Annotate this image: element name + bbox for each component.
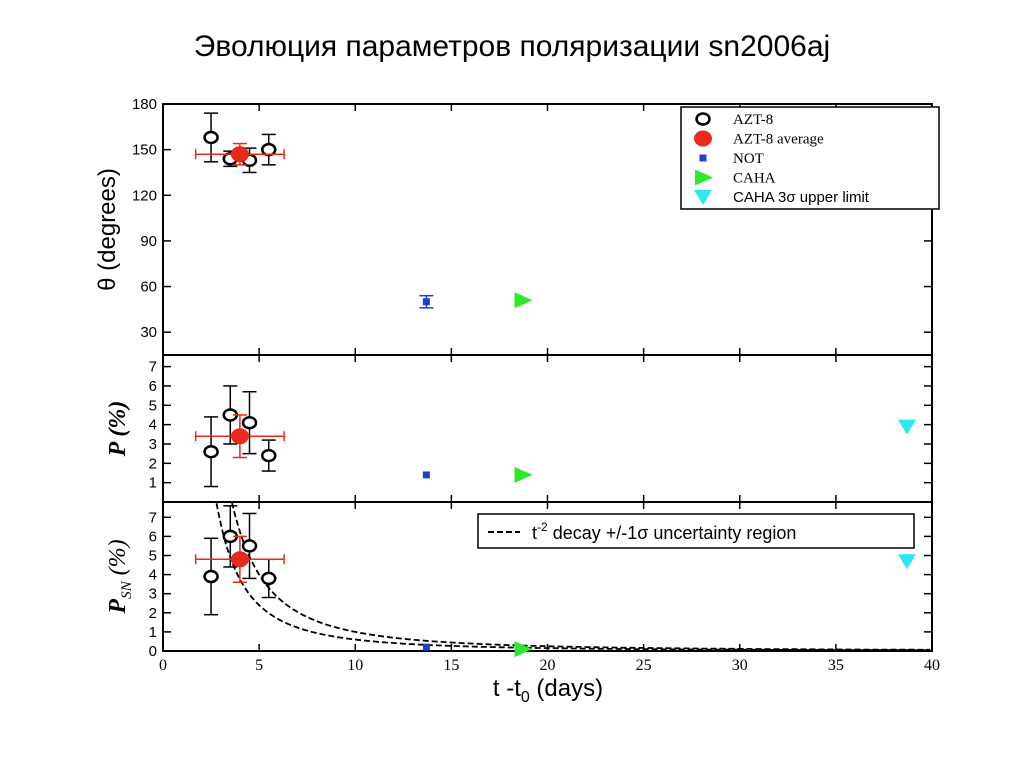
y-tick-label: 60	[140, 279, 157, 296]
legend: AZT-8 AZT-8 average NOT CAHA CAHA 3σ upper l…	[680, 106, 940, 210]
series-azt-8-average	[194, 535, 285, 583]
y-tick-label: 5	[149, 397, 157, 414]
y-tick-label: 2	[149, 455, 157, 472]
y-tick-label: 4	[149, 567, 157, 584]
data-point	[514, 466, 533, 483]
y-label-main: P	[105, 599, 131, 615]
legend-label: t-2 decay +/-1σ uncertainty region	[532, 520, 796, 543]
legend-marker	[695, 169, 713, 186]
y-tick-label: 1	[149, 624, 157, 641]
x-tick-label: 20	[540, 657, 556, 674]
panel-p: 1 2 3 4 5 6 7 P (%)	[105, 354, 933, 503]
data-point	[422, 471, 430, 479]
y-tick-label: 0	[149, 643, 157, 660]
legend-marker	[695, 112, 711, 126]
y-axis-label: θ (degrees)	[94, 168, 121, 291]
series-caha-3-upper-limit	[898, 419, 917, 435]
legend-label: CAHA 3σ upper limit	[733, 189, 870, 206]
decay-curve	[230, 502, 931, 651]
data-point	[203, 130, 219, 145]
series-not	[419, 294, 434, 309]
data-point	[422, 298, 430, 306]
y-tick-label: 6	[149, 528, 157, 545]
y-tick-label: 5	[149, 547, 157, 564]
data-point	[514, 641, 533, 658]
data-point	[422, 643, 430, 651]
legend-label-rest: decay +/-1σ uncertainty region	[548, 523, 797, 543]
legend: t-2 decay +/-1σ uncertainty region	[477, 513, 915, 549]
series-caha	[514, 466, 533, 483]
legend-marker	[694, 130, 712, 147]
y-tick-label: 120	[132, 187, 157, 204]
series-not	[422, 471, 430, 479]
slide-title: Эволюция параметров поляризации sn2006aj	[193, 30, 831, 63]
x-tick-label: 10	[347, 657, 363, 674]
legend-box	[680, 106, 940, 210]
x-tick-label: 35	[828, 657, 844, 674]
series-caha-3-upper-limit	[898, 554, 917, 570]
series-azt-8-average	[194, 414, 285, 459]
series-caha	[514, 292, 533, 309]
panel-frame	[162, 354, 933, 503]
y-label-sub: SN	[119, 580, 135, 599]
y-axis-label: P (%)	[105, 401, 131, 458]
y-tick-label: 150	[132, 142, 157, 159]
y-tick-label: 30	[140, 324, 157, 341]
legend-box	[477, 513, 915, 549]
legend-label: CAHA	[733, 171, 776, 187]
x-tick-label: 5	[255, 657, 263, 674]
series-azt-8	[203, 112, 277, 174]
data-point	[203, 569, 219, 584]
legend-marker	[699, 154, 707, 162]
y-tick-label: 90	[140, 233, 157, 250]
x-label-sub: 0	[521, 689, 530, 706]
data-point	[260, 142, 277, 157]
y-tick-label: 7	[149, 359, 157, 376]
x-tick-label: 30	[732, 657, 748, 674]
y-label-rest: (%)	[105, 539, 131, 581]
data-point	[241, 415, 258, 430]
legend-label: AZT-8	[733, 112, 773, 128]
legend-marker	[694, 190, 712, 205]
x-tick-label: 0	[159, 657, 167, 674]
series-caha	[514, 641, 533, 658]
data-point	[514, 292, 533, 309]
data-point	[260, 571, 277, 586]
data-point	[230, 428, 249, 445]
y-tick-label: 7	[149, 509, 157, 526]
y-tick-label: 3	[149, 586, 157, 603]
series-azt-8	[203, 505, 277, 616]
data-point	[230, 551, 249, 568]
series-azt-8-average	[194, 142, 285, 166]
y-tick-label: 4	[149, 417, 157, 434]
x-label-main: t -t	[493, 675, 521, 702]
x-tick-label: 15	[443, 657, 459, 674]
y-tick-label: 1	[149, 475, 157, 492]
data-point	[898, 419, 917, 435]
y-tick-label: 180	[132, 96, 157, 113]
data-point	[230, 146, 249, 163]
x-tick-label: 25	[636, 657, 652, 674]
panel-theta: 30 60 90 120 150 180 θ (degrees) AZT-8 AZT-8 ave…	[94, 96, 940, 356]
data-point	[260, 448, 277, 463]
data-point	[203, 444, 219, 459]
x-tick-label: 40	[924, 657, 940, 674]
legend-label: AZT-8 average	[733, 132, 824, 148]
y-tick-label: 6	[149, 378, 157, 395]
y-tick-label: 2	[149, 605, 157, 622]
decay-curve	[215, 502, 931, 651]
series-azt-8	[203, 385, 277, 488]
legend-label-sup: -2	[537, 520, 548, 534]
data-point	[241, 539, 258, 553]
series-not	[422, 643, 430, 651]
x-label-rest: (days)	[530, 675, 603, 702]
y-axis-label: PSN (%)	[105, 539, 135, 614]
y-tick-label: 3	[149, 436, 157, 453]
data-point	[898, 554, 917, 570]
legend-label: NOT	[733, 151, 764, 167]
x-axis-label: t -t0 (days)	[493, 675, 603, 706]
legend-label-main: t	[532, 523, 537, 543]
